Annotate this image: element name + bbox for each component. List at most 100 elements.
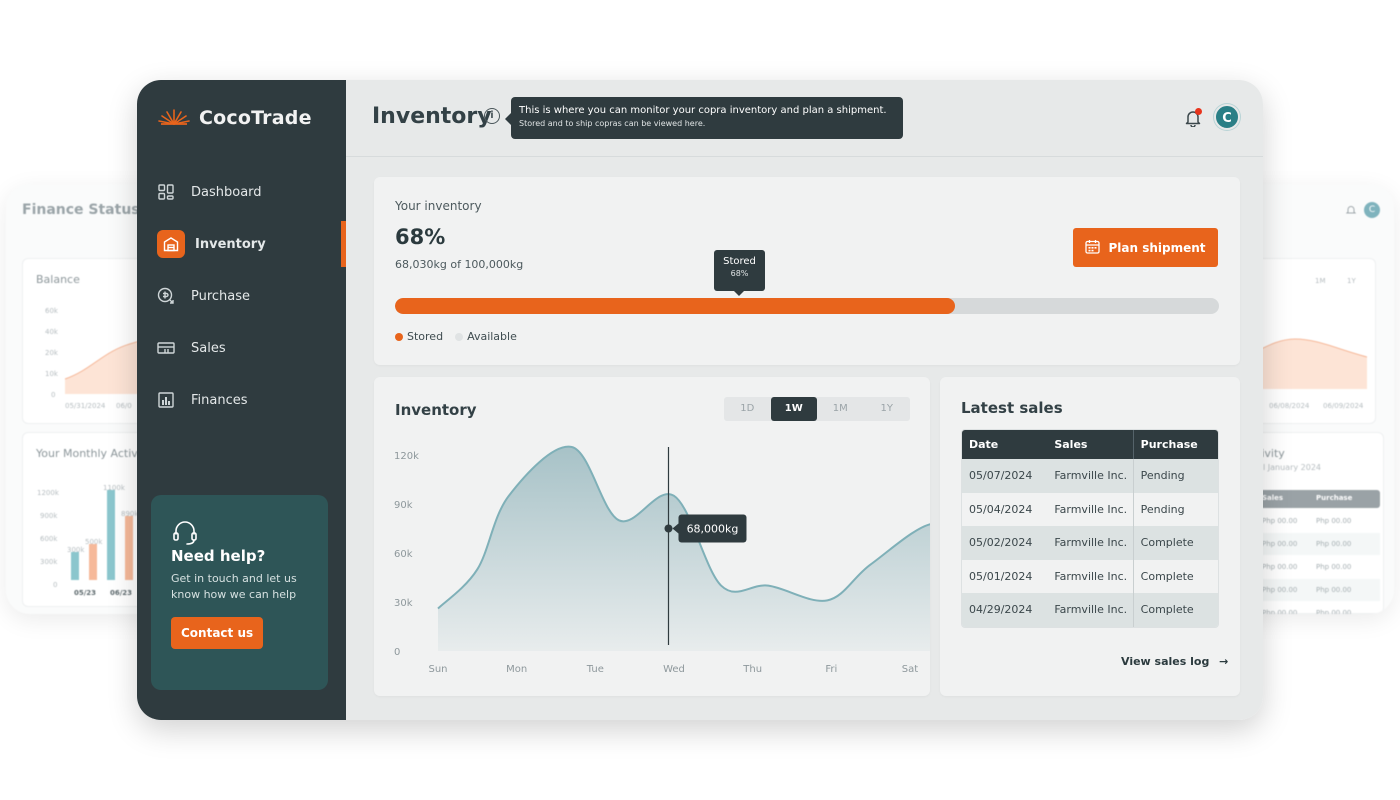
table-row[interactable]: 04/29/2024 Farmville Inc. Complete: [962, 593, 1218, 627]
table-row[interactable]: 05/07/2024 Farmville Inc. Pending: [962, 459, 1218, 493]
x-tick-label: Thu: [742, 664, 762, 675]
view-sales-log-label: View sales log: [1121, 655, 1210, 668]
bg-header-icons: C: [1345, 202, 1380, 218]
cell-sales: Farmville Inc.: [1054, 569, 1128, 583]
view-sales-log-link[interactable]: View sales log →: [1121, 655, 1228, 668]
page-title: Inventory: [372, 104, 492, 129]
brand-logo[interactable]: CocoTrade: [157, 106, 312, 130]
cell-date: 05/04/2024: [969, 502, 1033, 516]
bg-date: 06/0: [116, 402, 132, 410]
bg-tick: 0: [53, 581, 58, 589]
sidebar-item-sales[interactable]: Sales: [137, 322, 346, 374]
table-row[interactable]: 05/02/2024 Farmville Inc. Complete: [962, 526, 1218, 560]
bg-date: 06/09/2024: [1323, 402, 1364, 410]
sidebar: CocoTrade Dashboard Inventory Purc: [137, 80, 346, 720]
bg-table-row: Php 00.00 Php 00.00: [1262, 609, 1352, 614]
info-tooltip: This is where you can monitor your copra…: [505, 97, 903, 139]
calendar-icon: [1085, 239, 1101, 257]
bg-bar: [71, 552, 79, 580]
chart-title: Inventory: [395, 401, 477, 419]
y-tick-label: 120k: [394, 451, 419, 462]
bg-table-row: Php 00.00 Php 00.00: [1254, 579, 1380, 601]
cell-date: 05/02/2024: [969, 536, 1033, 550]
cell-sales: Farmville Inc.: [1054, 603, 1128, 617]
tooltip-line-1: This is where you can monitor your copra…: [519, 105, 887, 116]
range-tab-1m[interactable]: 1M: [832, 403, 848, 414]
plan-shipment-button[interactable]: Plan shipment: [1073, 228, 1218, 267]
inventory-area-chart: 120k 90k 60k 30k 0 Sun Mon Tue Wed Thu Fri Sat 68,00…: [394, 445, 930, 675]
legend-available-dot: [455, 333, 464, 341]
bg-table-row: Php 00.00 Php 00.00: [1254, 533, 1380, 555]
notification-bell-icon[interactable]: [1184, 108, 1202, 128]
user-avatar[interactable]: C: [1214, 104, 1240, 130]
sales-icon: [157, 339, 175, 357]
purchase-icon: [157, 287, 175, 305]
bg-tick: 1200k: [37, 489, 59, 497]
sidebar-item-purchase[interactable]: Purchase: [137, 270, 346, 322]
inventory-chart-card: 120k 90k 60k 30k 0 Sun Mon Tue Wed Thu Fri Sat 68,00…: [374, 377, 930, 696]
stored-tooltip-title: Stored: [723, 256, 756, 267]
legend-available: Available: [455, 330, 517, 343]
bg-bar-label: 890k: [121, 510, 139, 518]
range-tab-1w[interactable]: 1W: [770, 397, 817, 421]
tooltip-line-2: Stored and to ship copras can be viewed …: [519, 119, 706, 128]
headset-icon: [171, 519, 199, 551]
x-tick-label: Mon: [506, 664, 527, 675]
sidebar-nav: Dashboard Inventory Purchase Sales: [137, 166, 346, 426]
stored-tooltip: Stored 68%: [714, 250, 765, 296]
bg-table-row: Php 00.00 Php 00.00: [1262, 517, 1352, 525]
help-text: Get in touch and let us know how we can …: [171, 572, 297, 601]
y-tick-label: 30k: [394, 598, 413, 609]
column-header-sales: Sales: [1054, 438, 1088, 451]
range-tab-1d[interactable]: 1D: [740, 403, 755, 414]
warehouse-icon: [157, 230, 185, 258]
sidebar-item-label: Finances: [191, 392, 248, 408]
bg-month: 06/23: [110, 589, 133, 597]
bg-table-row: Php 00.00 Php 00.00: [1262, 563, 1352, 571]
cell-sales: Farmville Inc.: [1054, 536, 1128, 550]
sidebar-item-finances[interactable]: Finances: [137, 374, 346, 426]
legend-available-label: Available: [467, 330, 517, 343]
inventory-label: Your inventory: [395, 199, 482, 213]
sidebar-item-dashboard[interactable]: Dashboard: [137, 166, 346, 218]
bg-tick: 300k: [40, 558, 58, 566]
table-row[interactable]: 05/01/2024 Farmville Inc. Complete: [962, 559, 1218, 594]
finances-icon: [157, 391, 175, 409]
sidebar-item-label: Inventory: [195, 236, 266, 252]
hover-point: [664, 524, 673, 533]
brand-name: CocoTrade: [199, 107, 312, 129]
column-header-date: Date: [969, 438, 999, 451]
cell-sales: Farmville Inc.: [1054, 469, 1128, 482]
area-fill: [438, 446, 930, 651]
cell-date: 05/07/2024: [969, 469, 1033, 482]
top-bar: Inventory i This is where you can monito…: [346, 80, 1263, 157]
bg-monthly-label: Your Monthly Activi: [36, 447, 141, 460]
inventory-summary-card: Your inventory 68% 68,030kg of 100,000kg…: [374, 177, 1240, 365]
bg-tick: 40k: [45, 328, 58, 336]
app-window: CocoTrade Dashboard Inventory Purc: [137, 80, 1263, 720]
column-header-purchase: Purchase: [1132, 430, 1218, 459]
cell-date: 04/29/2024: [969, 603, 1033, 617]
stored-tooltip-value: 68%: [730, 269, 749, 278]
x-tick-label: Sun: [428, 664, 447, 675]
inventory-progress-bar: [395, 298, 1219, 314]
main-content: Inventory i This is where you can monito…: [346, 80, 1263, 720]
cell-purchase: Pending: [1132, 459, 1218, 493]
bg-month: 05/23: [74, 589, 97, 597]
arrow-right-icon: →: [1219, 655, 1229, 668]
table-row[interactable]: 05/04/2024 Farmville Inc. Pending: [962, 492, 1218, 527]
inventory-progress-fill: [395, 298, 956, 314]
inventory-legend: Stored Available: [395, 330, 517, 343]
sidebar-item-label: Sales: [191, 340, 226, 356]
notification-dot: [1195, 108, 1202, 115]
bg-tick: 900k: [40, 512, 58, 520]
sidebar-item-inventory[interactable]: Inventory: [137, 218, 346, 270]
range-tabs: 1D 1W 1M 1Y: [724, 397, 910, 421]
inventory-subtext: 68,030kg of 100,000kg: [395, 258, 524, 271]
y-tick-label: 0: [394, 647, 400, 658]
contact-us-button[interactable]: Contact us: [171, 617, 264, 649]
info-icon[interactable]: i: [484, 108, 500, 124]
cell-purchase: Complete: [1132, 593, 1218, 627]
range-tab-1y[interactable]: 1Y: [880, 403, 893, 414]
bg-bar-label: 500k: [85, 538, 103, 546]
